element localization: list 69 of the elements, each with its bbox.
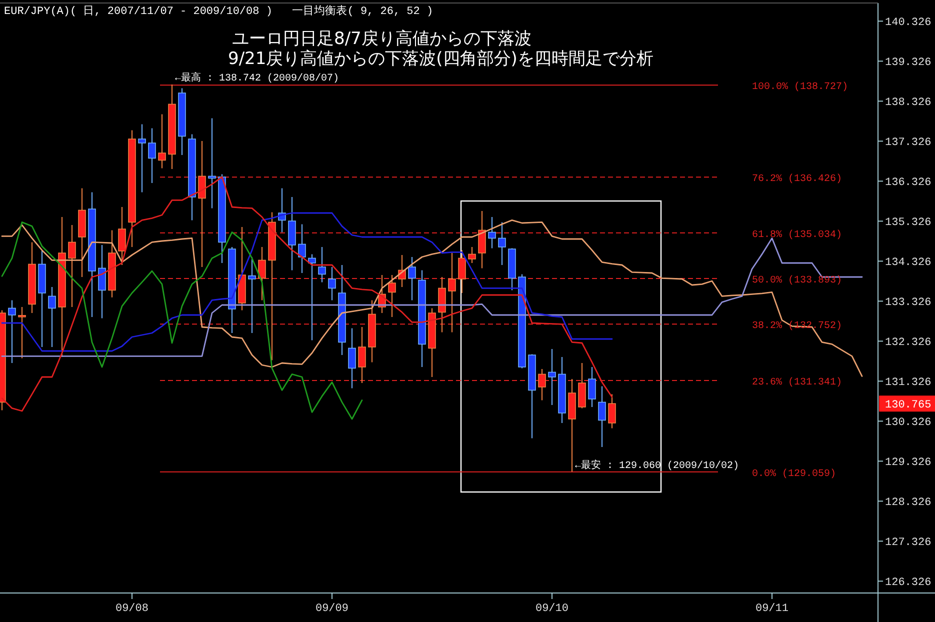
candlestick [258,246,266,301]
candlestick [308,254,316,341]
candlestick [498,222,506,266]
candlestick [328,266,336,301]
y-tick-label: 137.326 [885,137,932,150]
y-tick-label: 134.326 [885,257,932,270]
ref-line-label: 100.0% (138.727) [752,81,848,94]
chart-title: EUR/JPY(A)( 日, 2007/11/07 - 2009/10/08 ) 一目均衡表( 9, 26, 52 ) [4,4,434,18]
candlestick [548,348,556,406]
candlestick [538,368,546,401]
annotation: ←最安 : 129.060 (2009/10/02) [575,458,740,472]
candlestick [98,244,106,319]
ref-line-label: 76.2% (136.426) [752,173,842,186]
line-series [1,212,613,352]
ref-line-label: 61.8% (135.034) [752,228,842,241]
y-tick-label: 132.326 [885,337,932,350]
candlestick [68,224,76,308]
line-series [1,238,863,357]
candlestick [388,274,396,318]
x-tick-label: 09/08 [115,603,149,615]
candlestick [608,394,616,429]
candlestick [48,286,56,348]
candlestick [318,246,326,283]
x-tick-label: 09/10 [535,603,569,615]
candlestick [458,250,466,294]
y-tick-label: 128.326 [885,497,932,510]
candlestick [138,124,146,193]
candlestick [578,362,586,409]
candlestick [198,140,206,268]
candlestick [588,366,596,408]
y-tick-label: 140.326 [885,17,932,30]
candlestick [18,306,26,359]
candlestick [488,216,496,249]
candlestick [248,256,256,334]
y-tick-label: 127.326 [885,537,932,550]
y-tick-label: 138.326 [885,97,932,110]
y-tick-label: 130.326 [885,417,932,430]
candlestick [158,114,166,169]
text: 130.765 [885,400,932,412]
candlestick [8,300,16,364]
candlestick [208,118,216,209]
x-tick-label: 09/09 [315,603,349,615]
annotation: ←最高 : 138.742 (2009/08/07) [175,72,340,85]
y-tick-label: 136.326 [885,177,932,190]
candlestick [438,276,446,333]
ref-line-label: 23.6% (131.341) [752,376,842,389]
candlestick [448,252,456,333]
line-series [1,222,363,420]
candlestick [408,256,416,301]
y-tick-label: 126.326 [885,577,932,590]
candlestick [118,206,126,266]
candlestick [148,128,156,184]
candlestick [478,210,486,269]
candlestick [358,326,366,384]
x-tick-label: 09/11 [755,603,789,615]
ref-line-label: 0.0% (129.059) [752,468,836,480]
y-tick-label: 139.326 [885,57,932,70]
candlestick [288,196,296,271]
candlestick [298,224,306,274]
candlestick [348,328,356,389]
y-tick-label: 133.326 [885,297,932,310]
y-tick-label: 131.326 [885,377,932,390]
candlestick [468,246,476,264]
text: ユーロ円日足8/7戻り高値からの下落波 9/21戻り高値からの下落波(四角部分)を四時間足で分析 [228,29,654,69]
y-tick-label: 129.326 [885,457,932,470]
y-tick-label: 135.326 [885,217,932,230]
line-series [1,220,863,377]
ref-line-label: 50.0% (133.893) [752,274,842,286]
candlestick [598,386,606,448]
